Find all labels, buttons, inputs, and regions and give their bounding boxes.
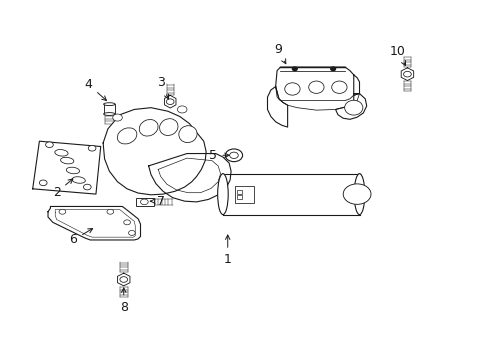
Text: 8: 8 — [120, 288, 127, 314]
Ellipse shape — [103, 113, 115, 116]
Ellipse shape — [72, 177, 85, 183]
Polygon shape — [148, 154, 231, 202]
Circle shape — [40, 180, 47, 186]
Polygon shape — [33, 141, 101, 194]
Polygon shape — [48, 207, 140, 240]
Ellipse shape — [103, 103, 115, 105]
Ellipse shape — [179, 126, 197, 143]
Circle shape — [123, 220, 130, 225]
Ellipse shape — [61, 157, 74, 164]
Polygon shape — [267, 86, 287, 127]
Ellipse shape — [343, 184, 370, 204]
Circle shape — [107, 209, 113, 214]
Text: 3: 3 — [156, 76, 168, 99]
Circle shape — [88, 145, 96, 151]
Circle shape — [225, 149, 242, 162]
Ellipse shape — [159, 119, 178, 135]
Polygon shape — [400, 68, 413, 81]
Polygon shape — [164, 95, 176, 108]
Ellipse shape — [217, 174, 228, 215]
Circle shape — [140, 199, 148, 205]
Circle shape — [330, 67, 335, 71]
Ellipse shape — [331, 81, 346, 93]
Text: 7: 7 — [150, 195, 164, 208]
Circle shape — [166, 99, 174, 104]
Bar — [237, 190, 242, 194]
Polygon shape — [275, 67, 353, 100]
Polygon shape — [275, 86, 359, 110]
Circle shape — [45, 142, 53, 148]
Ellipse shape — [344, 100, 362, 115]
Ellipse shape — [284, 83, 300, 95]
FancyBboxPatch shape — [103, 104, 115, 114]
Circle shape — [120, 277, 127, 282]
Circle shape — [229, 152, 238, 158]
Text: 6: 6 — [69, 229, 92, 247]
Polygon shape — [117, 273, 130, 286]
Polygon shape — [335, 94, 366, 119]
Circle shape — [59, 209, 65, 214]
Ellipse shape — [117, 128, 137, 144]
Bar — [234, 186, 254, 203]
Text: 1: 1 — [224, 235, 231, 266]
Text: 5: 5 — [209, 149, 229, 162]
Ellipse shape — [66, 167, 80, 174]
Polygon shape — [103, 108, 206, 195]
Bar — [237, 195, 242, 199]
Circle shape — [403, 71, 410, 77]
Text: 9: 9 — [274, 43, 285, 64]
Circle shape — [83, 184, 91, 190]
Circle shape — [128, 230, 135, 235]
Text: 4: 4 — [84, 78, 106, 100]
Circle shape — [292, 67, 297, 71]
Text: 10: 10 — [389, 45, 405, 66]
Ellipse shape — [139, 120, 158, 136]
Ellipse shape — [308, 81, 324, 93]
Ellipse shape — [55, 149, 68, 156]
Circle shape — [177, 106, 186, 113]
Ellipse shape — [353, 174, 364, 215]
Text: 2: 2 — [53, 179, 73, 199]
Circle shape — [112, 114, 122, 121]
Polygon shape — [353, 75, 359, 95]
FancyBboxPatch shape — [136, 198, 154, 206]
